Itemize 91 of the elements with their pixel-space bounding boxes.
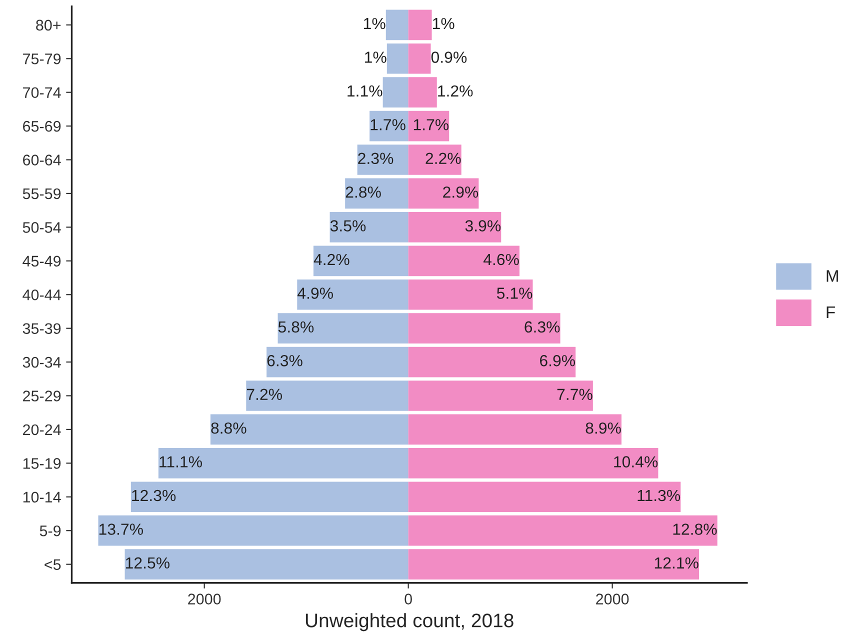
annotation: 4.9%: [298, 288, 333, 299]
y-tick-label: 75-79: [23, 53, 61, 64]
bar: [210, 414, 408, 445]
bar: [330, 212, 408, 242]
annotation: 13.7%: [99, 524, 143, 535]
y-tick-label: 35-39: [22, 323, 61, 334]
bar: [130, 482, 408, 512]
bar: [278, 313, 408, 344]
bar: [408, 10, 432, 40]
y-tick-label: 20-24: [23, 424, 61, 436]
annotation: 3.5%: [330, 220, 366, 232]
annotation: 12.3%: [132, 490, 176, 502]
y-tick-label: 30-34: [22, 356, 61, 368]
bar: [408, 212, 502, 242]
y-tick-label: 70-74: [23, 87, 61, 98]
y-tick-label: 40-44: [22, 289, 61, 300]
annotation: 5.8%: [278, 321, 314, 333]
annotation: 2.8%: [346, 186, 381, 198]
annotation: 1.7%: [370, 119, 406, 130]
bar: [382, 77, 408, 108]
y-tick-label: 55-59: [22, 188, 61, 200]
bar: [370, 110, 408, 142]
annotation: 1.7%: [414, 119, 449, 130]
bar: [313, 246, 408, 276]
y-tick-label: 25-29: [23, 390, 61, 402]
bar: [408, 380, 593, 411]
annotation: 1.1%: [348, 85, 382, 97]
legend-label: F: [826, 306, 835, 318]
bar: [408, 346, 576, 378]
bar: [98, 515, 408, 546]
legend-label: M: [826, 270, 838, 282]
bar: [408, 279, 533, 310]
y-tick-label: 60-64: [23, 154, 61, 166]
bar: [158, 448, 408, 478]
annotation: 6.9%: [540, 355, 576, 366]
annotation: 6.3%: [524, 321, 560, 333]
annotation: 6.3%: [267, 355, 302, 366]
annotation: 8.8%: [211, 422, 246, 434]
bar: [408, 482, 681, 512]
bar: [408, 246, 520, 276]
y-tick-label: 15-19: [23, 458, 61, 469]
y-tick-label: 45-49: [22, 256, 61, 267]
y-tick-label: 5-9: [40, 525, 61, 536]
bar: [297, 279, 408, 310]
bar: [408, 178, 479, 209]
bar: [357, 144, 408, 175]
x-tick-label: 2000: [596, 594, 629, 604]
annotation: 11.3%: [638, 490, 680, 502]
annotation: 4.6%: [483, 254, 519, 266]
bar: [408, 77, 437, 108]
annotation: 1%: [365, 52, 386, 63]
y-tick-label: 10-14: [23, 492, 61, 503]
bar: [408, 43, 431, 74]
bar: [408, 110, 450, 142]
bar: [408, 448, 658, 478]
x-axis-title: Unweighted count, 2018: [306, 613, 514, 632]
annotation: 8.9%: [586, 422, 621, 434]
y-tick-label: 50-54: [22, 222, 61, 233]
annotation: 0.9%: [431, 52, 467, 63]
annotation: 1%: [432, 18, 454, 30]
annotation: 1%: [364, 18, 386, 30]
annotation: 3.9%: [465, 220, 501, 232]
bar: [266, 346, 408, 378]
bar: [408, 144, 462, 175]
annotation: 10.4%: [614, 456, 658, 468]
annotation: 12.5%: [126, 557, 170, 569]
bar: [408, 313, 560, 344]
annotation: 12.8%: [673, 524, 717, 535]
annotation: 4.2%: [314, 254, 350, 266]
annotation: 11.1%: [160, 456, 202, 468]
x-tick-label: 0: [404, 594, 412, 604]
bar: [345, 178, 408, 209]
annotation: 7.7%: [557, 388, 592, 400]
bar: [408, 549, 700, 580]
bar: [246, 380, 408, 411]
y-tick-label: 80+: [36, 20, 61, 31]
annotation: 7.2%: [246, 388, 282, 400]
y-tick-label: <5: [44, 559, 61, 570]
y-tick-label: 65-69: [23, 120, 61, 132]
annotation: 12.1%: [654, 557, 698, 569]
bar: [124, 549, 408, 580]
x-tick-label: 2000: [188, 594, 221, 604]
bar: [386, 43, 408, 74]
annotation: 2.3%: [358, 152, 394, 164]
annotation: 1.2%: [438, 85, 473, 97]
annotation: 2.9%: [443, 186, 478, 198]
bar: [408, 414, 622, 445]
bar: [386, 10, 408, 40]
bar: [408, 515, 718, 546]
annotation: 5.1%: [496, 288, 532, 299]
annotation: 2.2%: [426, 152, 461, 164]
